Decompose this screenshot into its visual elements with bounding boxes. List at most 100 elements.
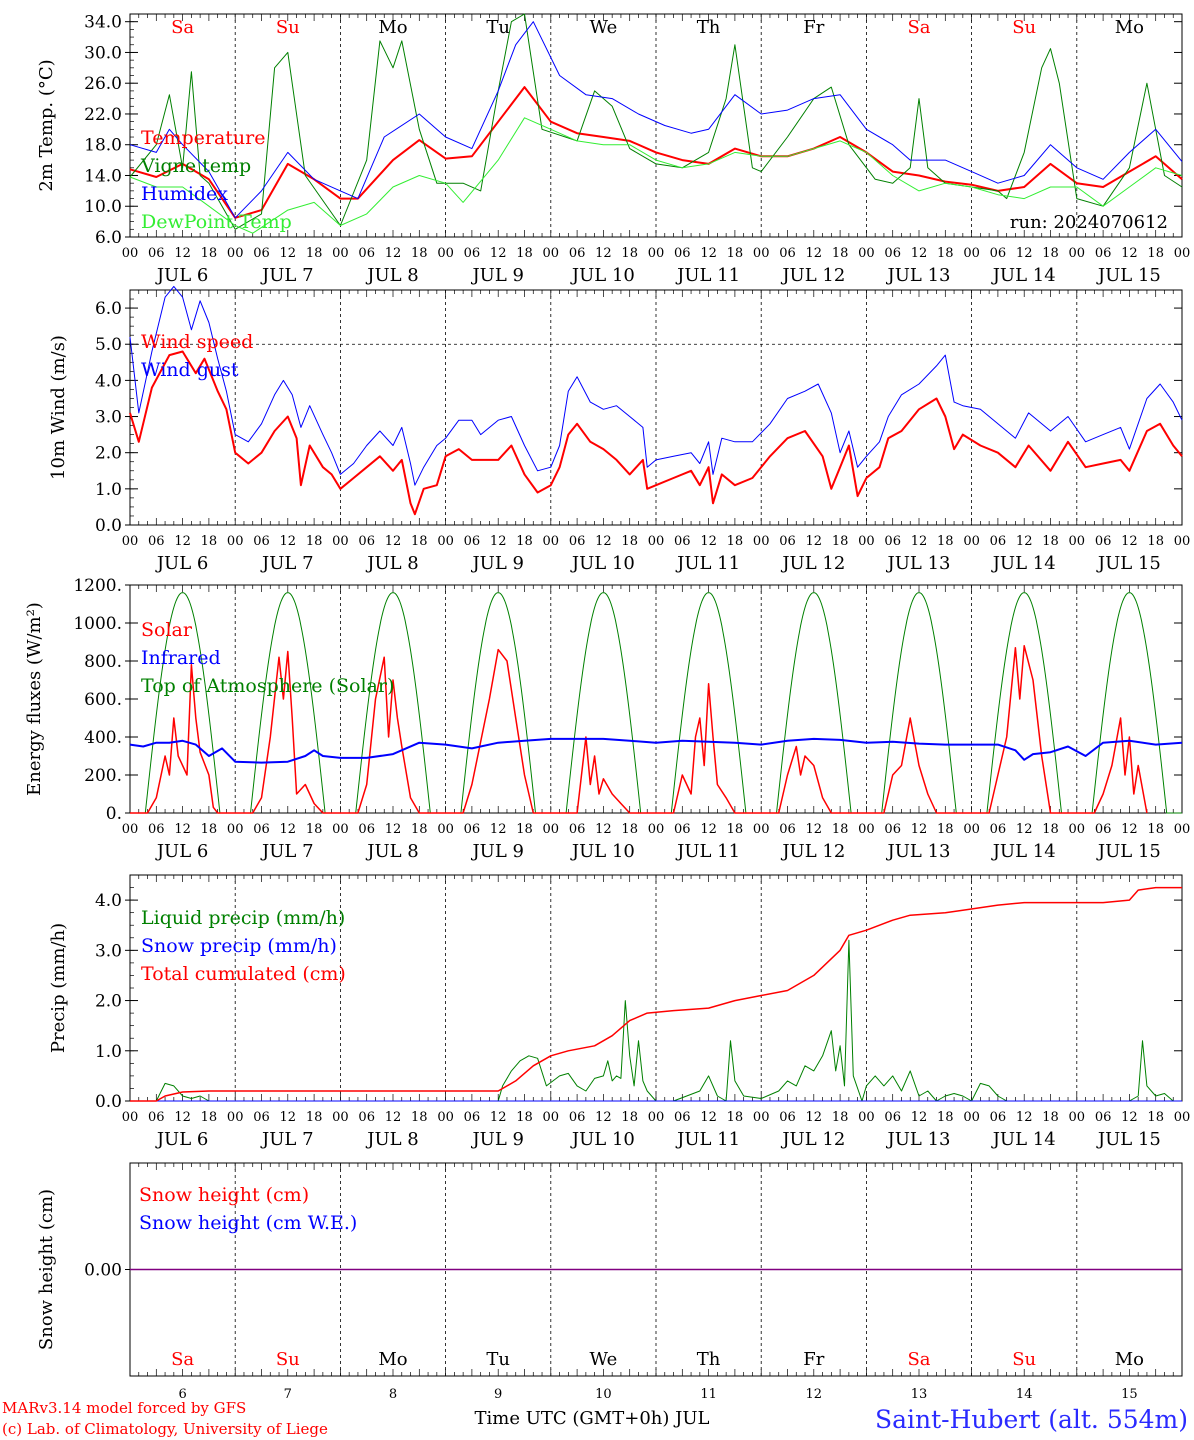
hour-label: 12 xyxy=(385,246,402,261)
date-label: JUL 8 xyxy=(365,265,419,286)
y-tick-label: 18.0 xyxy=(84,136,122,156)
hour-label: 06 xyxy=(358,534,375,549)
y-tick-label: 1200. xyxy=(73,576,122,596)
y-tick-label: 0.00 xyxy=(84,1261,122,1281)
day-of-week-label: Sa xyxy=(171,1349,194,1370)
date-label: JUL 11 xyxy=(675,553,740,574)
y-tick-label: 3.0 xyxy=(95,941,122,961)
footer-copyright: (c) Lab. of Climatology, University of L… xyxy=(2,1420,328,1438)
hour-label: 18 xyxy=(1042,1110,1059,1125)
y-tick-label: 6.0 xyxy=(95,228,122,248)
hour-label: 06 xyxy=(1095,246,1112,261)
day-number-label: 12 xyxy=(806,1387,823,1402)
day-of-week-label: Sa xyxy=(907,1349,930,1370)
hour-label: 12 xyxy=(385,822,402,837)
day-of-week-label: Su xyxy=(1012,1349,1036,1370)
day-of-week-label: Su xyxy=(1012,17,1036,38)
hour-label: 06 xyxy=(779,534,796,549)
hour-label: 12 xyxy=(595,534,612,549)
hour-label: 12 xyxy=(595,1110,612,1125)
y-axis-title: Energy fluxes (W/m²) xyxy=(24,602,45,796)
hour-label: 06 xyxy=(148,246,165,261)
day-number-label: 6 xyxy=(178,1387,186,1402)
hour-label: 18 xyxy=(411,1110,428,1125)
hour-label: 06 xyxy=(674,822,691,837)
day-number-label: 15 xyxy=(1121,1387,1138,1402)
hour-label: 18 xyxy=(516,822,533,837)
hour-label: 00 xyxy=(122,246,139,261)
day-of-week-label: Fr xyxy=(803,17,824,38)
date-label: JUL 8 xyxy=(365,1129,419,1150)
hour-label: 00 xyxy=(753,246,770,261)
date-label: JUL 13 xyxy=(886,553,951,574)
day-of-week-label: We xyxy=(590,17,618,38)
x-axis-title: Time UTC (GMT+0h) JUL xyxy=(475,1408,710,1429)
hour-label: 00 xyxy=(122,534,139,549)
hour-label: 00 xyxy=(963,534,980,549)
hour-label: 18 xyxy=(937,1110,954,1125)
hour-label: 12 xyxy=(911,534,928,549)
hour-label: 06 xyxy=(569,1110,586,1125)
hour-label: 12 xyxy=(911,822,928,837)
hour-label: 00 xyxy=(332,246,349,261)
hour-label: 18 xyxy=(306,246,323,261)
legend-entry: Humidex xyxy=(141,183,228,205)
y-tick-label: 10.0 xyxy=(84,197,122,217)
hour-label: 00 xyxy=(543,1110,560,1125)
y-tick-label: 1000. xyxy=(73,614,122,634)
legend-entry: Snow height (cm) xyxy=(139,1184,309,1206)
hour-label: 06 xyxy=(779,822,796,837)
hour-label: 18 xyxy=(306,822,323,837)
day-of-week-label: Su xyxy=(276,17,300,38)
y-tick-label: 2.0 xyxy=(95,444,122,464)
legend-entry: Wind gust xyxy=(141,359,239,381)
day-of-week-label: Th xyxy=(697,17,721,38)
hour-label: 12 xyxy=(1121,1110,1138,1125)
day-number-label: 14 xyxy=(1016,1387,1033,1402)
hour-label: 00 xyxy=(858,1110,875,1125)
hour-label: 00 xyxy=(437,534,454,549)
hour-label: 12 xyxy=(1016,1110,1033,1125)
hour-label: 18 xyxy=(937,822,954,837)
series-line-wind-gust xyxy=(129,285,1183,486)
hour-label: 18 xyxy=(201,822,218,837)
legend-entry: Temperature xyxy=(141,127,265,149)
y-tick-label: 4.0 xyxy=(95,891,122,911)
hour-label: 00 xyxy=(648,822,665,837)
date-label: JUL 11 xyxy=(675,1129,740,1150)
day-number-label: 9 xyxy=(494,1387,502,1402)
hour-label: 18 xyxy=(832,246,849,261)
y-tick-label: 0.0 xyxy=(95,1092,122,1112)
hour-label: 00 xyxy=(227,246,244,261)
hour-label: 12 xyxy=(806,822,823,837)
hour-label: 00 xyxy=(1069,246,1086,261)
date-label: JUL 12 xyxy=(780,1129,845,1150)
hour-label: 06 xyxy=(148,822,165,837)
hour-label: 18 xyxy=(411,534,428,549)
day-of-week-label: Tu xyxy=(486,17,510,38)
hour-label: 12 xyxy=(280,534,297,549)
hour-label: 18 xyxy=(1042,534,1059,549)
day-of-week-label: Fr xyxy=(803,1349,824,1370)
hour-label: 18 xyxy=(1147,246,1164,261)
hour-label: 06 xyxy=(358,246,375,261)
hour-label: 06 xyxy=(884,534,901,549)
date-label: JUL 8 xyxy=(365,553,419,574)
hour-label: 06 xyxy=(1095,1110,1112,1125)
hour-label: 18 xyxy=(832,822,849,837)
hour-label: 06 xyxy=(569,822,586,837)
y-axis-title: 2m Temp. (°C) xyxy=(36,59,57,191)
hour-label: 06 xyxy=(1095,822,1112,837)
hour-label: 12 xyxy=(700,1110,717,1125)
day-of-week-label: Su xyxy=(276,1349,300,1370)
hour-label: 00 xyxy=(332,1110,349,1125)
date-label: JUL 8 xyxy=(365,841,419,862)
y-tick-label: 4.0 xyxy=(95,371,122,391)
day-number-label: 11 xyxy=(700,1387,717,1402)
hour-label: 00 xyxy=(858,822,875,837)
hour-label: 06 xyxy=(253,246,270,261)
y-tick-label: 5.0 xyxy=(95,335,122,355)
hour-label: 06 xyxy=(990,822,1007,837)
hour-label: 06 xyxy=(253,534,270,549)
date-label: JUL 11 xyxy=(675,841,740,862)
